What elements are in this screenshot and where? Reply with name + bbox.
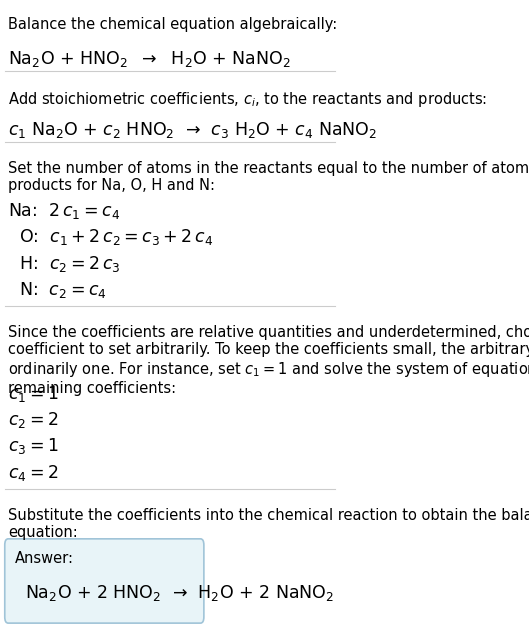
Text: Substitute the coefficients into the chemical reaction to obtain the balanced
eq: Substitute the coefficients into the che…: [8, 508, 529, 540]
Text: Na$_2$O + HNO$_2$  $\rightarrow$  H$_2$O + NaNO$_2$: Na$_2$O + HNO$_2$ $\rightarrow$ H$_2$O +…: [8, 50, 291, 70]
Text: $c_2 = 2$: $c_2 = 2$: [8, 410, 59, 430]
Text: Na:  $2\,c_1 = c_4$: Na: $2\,c_1 = c_4$: [8, 201, 120, 221]
Text: $c_4 = 2$: $c_4 = 2$: [8, 463, 59, 483]
Text: $c_1$ Na$_2$O + $c_2$ HNO$_2$  →  $c_3$ H$_2$O + $c_4$ NaNO$_2$: $c_1$ Na$_2$O + $c_2$ HNO$_2$ → $c_3$ H$…: [8, 120, 377, 140]
Text: Set the number of atoms in the reactants equal to the number of atoms in the
pro: Set the number of atoms in the reactants…: [8, 161, 529, 193]
Text: O:  $c_1 + 2\,c_2 = c_3 + 2\,c_4$: O: $c_1 + 2\,c_2 = c_3 + 2\,c_4$: [8, 228, 214, 248]
FancyBboxPatch shape: [5, 539, 204, 623]
Text: $c_1 = 1$: $c_1 = 1$: [8, 384, 59, 404]
Text: N:  $c_2 = c_4$: N: $c_2 = c_4$: [8, 280, 107, 300]
Text: Answer:: Answer:: [15, 551, 74, 566]
Text: Add stoichiometric coefficients, $c_i$, to the reactants and products:: Add stoichiometric coefficients, $c_i$, …: [8, 90, 487, 109]
Text: $c_3 = 1$: $c_3 = 1$: [8, 436, 59, 456]
Text: Since the coefficients are relative quantities and underdetermined, choose a
coe: Since the coefficients are relative quan…: [8, 325, 529, 396]
Text: H:  $c_2 = 2\,c_3$: H: $c_2 = 2\,c_3$: [8, 253, 121, 273]
Text: Balance the chemical equation algebraically:: Balance the chemical equation algebraica…: [8, 17, 338, 32]
Text: Na$_2$O + 2 HNO$_2$  →  H$_2$O + 2 NaNO$_2$: Na$_2$O + 2 HNO$_2$ → H$_2$O + 2 NaNO$_2…: [25, 582, 334, 603]
